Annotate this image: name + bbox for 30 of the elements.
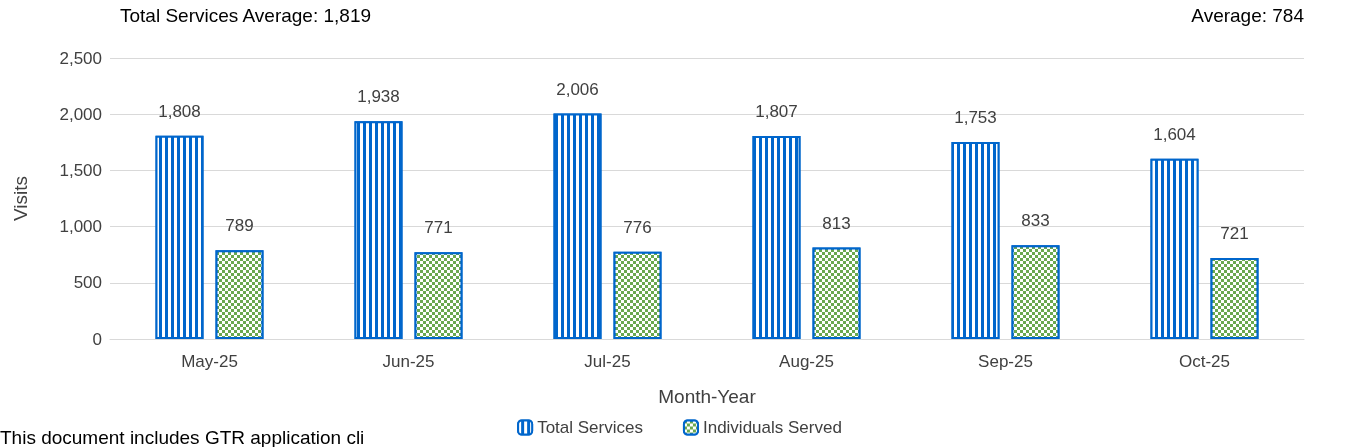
legend-label: Individuals Served bbox=[702, 418, 842, 437]
text: Total Services Average: 1,819 bbox=[120, 5, 372, 26]
data-label: 1,808 bbox=[158, 101, 201, 121]
x-tick-label: May-25 bbox=[181, 352, 238, 371]
y-tick-label: 1,500 bbox=[59, 160, 102, 180]
x-tick-label: Oct-25 bbox=[1178, 352, 1231, 371]
x-tick-label: Jun-25 bbox=[382, 352, 435, 371]
data-label: 1,604 bbox=[1153, 124, 1196, 144]
data-label: 813 bbox=[822, 213, 851, 233]
data-label: 721 bbox=[1220, 223, 1249, 243]
y-axis-title: Visits bbox=[10, 175, 31, 222]
y-tick-label: 2,000 bbox=[59, 104, 102, 124]
y-tick-label: 1,000 bbox=[59, 217, 102, 237]
data-label: 789 bbox=[225, 216, 254, 236]
x-tick-label: Aug-25 bbox=[779, 352, 834, 371]
y-tick-label: 500 bbox=[73, 273, 102, 293]
data-label: 1,753 bbox=[954, 107, 997, 127]
y-tick-label: 2,500 bbox=[59, 48, 102, 68]
text: Average: 784 bbox=[1191, 5, 1305, 26]
legend-label: Total Services bbox=[537, 418, 643, 437]
data-label: 2,006 bbox=[556, 79, 599, 99]
data-label: 771 bbox=[424, 218, 453, 238]
y-tick-label: 0 bbox=[92, 329, 102, 349]
x-tick-label: Sep-25 bbox=[978, 352, 1033, 371]
x-axis-title: Month-Year bbox=[658, 386, 757, 407]
data-label: 776 bbox=[623, 217, 652, 237]
data-label: 833 bbox=[1021, 211, 1050, 231]
data-label: 1,938 bbox=[357, 87, 400, 107]
x-tick-label: Jul-25 bbox=[584, 352, 631, 371]
data-label: 1,807 bbox=[755, 101, 798, 121]
